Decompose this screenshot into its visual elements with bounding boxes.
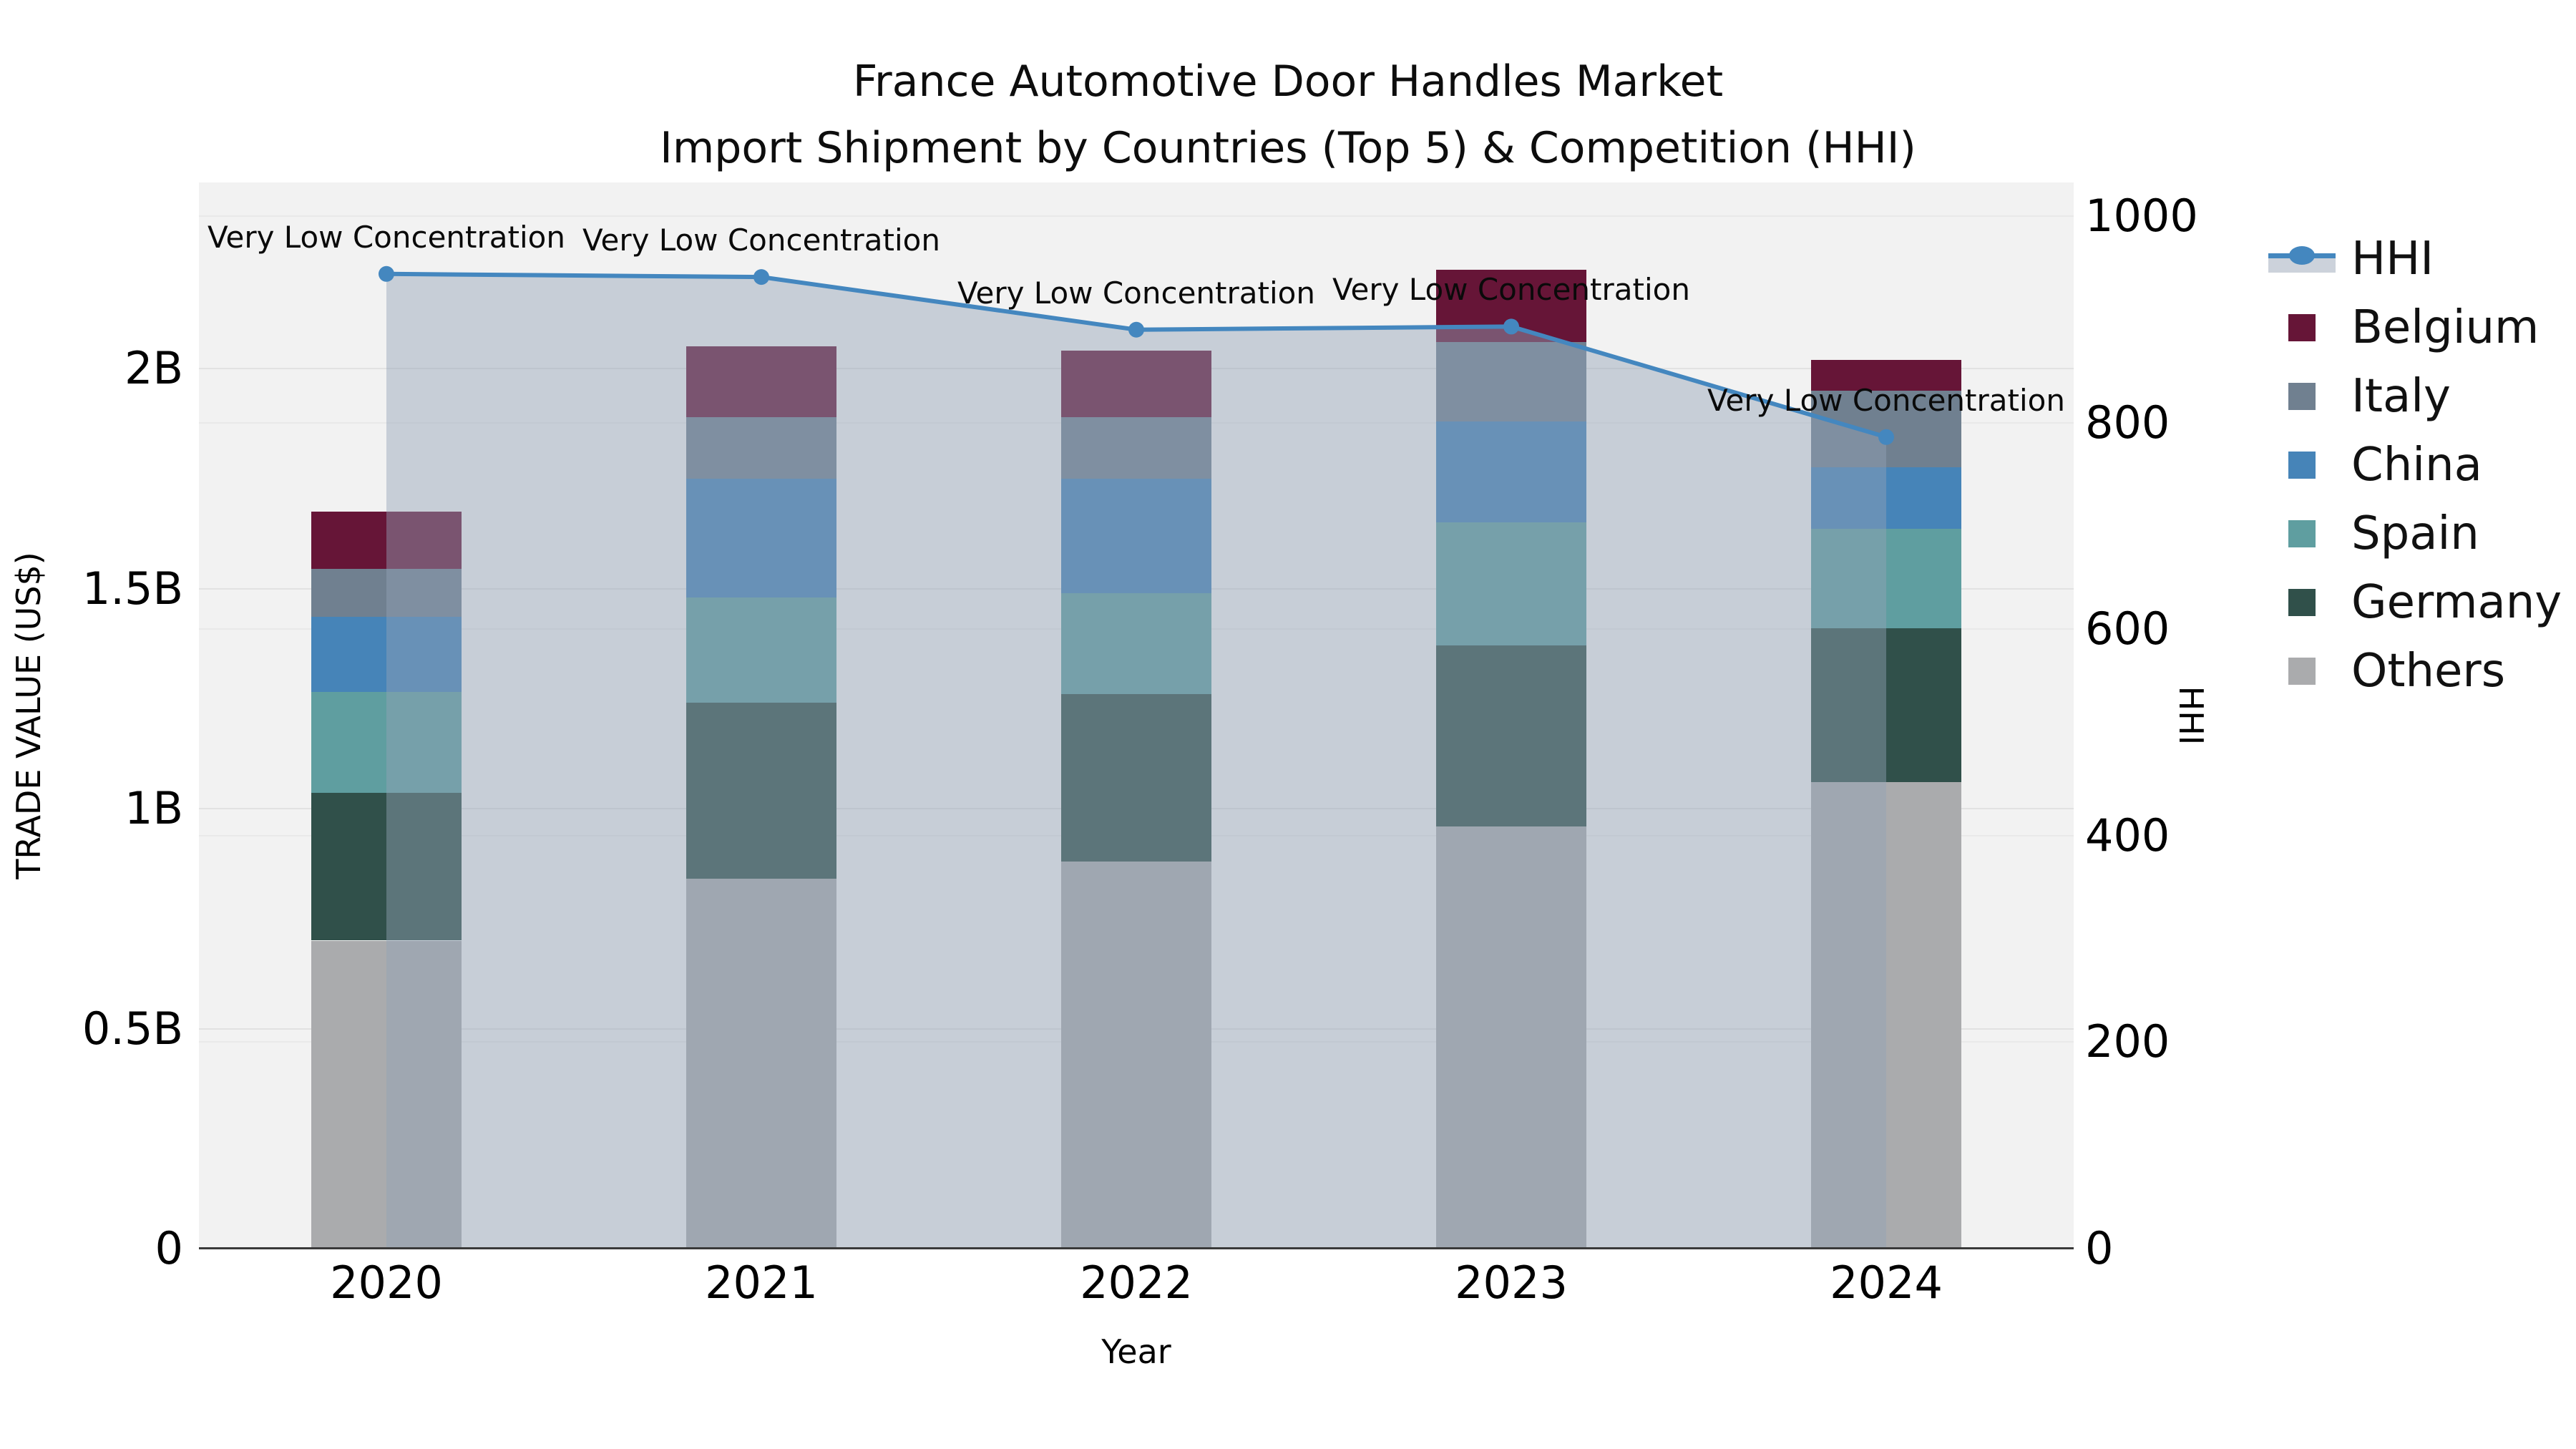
bar-segment-belgium-2020: [311, 511, 462, 569]
tick-trade-2B: 2B: [125, 342, 183, 394]
bar-segment-germany-2024: [1811, 628, 1961, 783]
legend-label-germany: Germany: [2351, 576, 2562, 629]
legend-item-china: China: [2268, 431, 2562, 499]
legend-swatch-spain: [2288, 520, 2316, 547]
chart-subtitle: Import Shipment by Countries (Top 5) & C…: [660, 123, 1916, 173]
color-swatch-icon: [2268, 658, 2336, 685]
plot-area: Very Low Concentration Very Low Concentra…: [199, 182, 2074, 1249]
hhi-marker-2022: [1128, 321, 1144, 338]
x-axis-line: [199, 1247, 2074, 1249]
hhi-overlay: [379, 265, 1894, 1249]
tick-year-2021: 2021: [705, 1257, 818, 1309]
bar-segment-china-2023: [1436, 421, 1586, 523]
legend: HHI Belgium Italy China Spain Germany Others: [2268, 225, 2562, 706]
hhi-area-fill: [386, 273, 1886, 1249]
bar-segment-others-2024: [1811, 782, 1961, 1249]
hhi-marker-2020: [379, 265, 394, 282]
tick-trade-0: 0: [155, 1222, 183, 1274]
bar-segment-china-2022: [1061, 478, 1211, 593]
legend-item-spain: Spain: [2268, 499, 2562, 568]
bar-segment-others-2020: [311, 940, 462, 1249]
legend-label-belgium: Belgium: [2351, 301, 2540, 354]
legend-label-spain: Spain: [2351, 507, 2479, 560]
bar-segment-germany-2020: [311, 793, 462, 941]
tick-trade-0.5B: 0.5B: [82, 1002, 183, 1055]
tick-hhi-1000: 1000: [2085, 190, 2198, 242]
tick-year-2022: 2022: [1080, 1257, 1193, 1309]
bar-segment-belgium-2022: [1061, 351, 1211, 417]
tick-year-2020: 2020: [330, 1257, 443, 1309]
hhi-sample-glyph: [2268, 243, 2336, 275]
bar-segment-belgium-2024: [1811, 359, 1961, 391]
tick-hhi-200: 200: [2085, 1015, 2170, 1068]
y2-axis-title: HHI: [2172, 686, 2210, 746]
bar-segment-spain-2022: [1061, 592, 1211, 695]
bar-segment-belgium-2021: [686, 346, 836, 417]
bar-segment-italy-2020: [311, 568, 462, 618]
legend-swatch-italy: [2288, 383, 2316, 410]
bar-segment-germany-2023: [1436, 645, 1586, 826]
bar-segment-china-2021: [686, 478, 836, 597]
annotation-2024: Very Low Concentration: [1707, 382, 2065, 418]
color-swatch-icon: [2268, 314, 2336, 341]
hhi-marker-sample: [2289, 246, 2315, 265]
bar-segment-italy-2021: [686, 416, 836, 479]
bar-segment-germany-2021: [686, 703, 836, 879]
bar-segment-spain-2023: [1436, 522, 1586, 646]
chart-title-block: France Automotive Door Handles Market Im…: [0, 49, 2576, 182]
legend-label-italy: Italy: [2351, 370, 2451, 423]
bar-segment-italy-2023: [1436, 342, 1586, 421]
bar-segment-others-2022: [1061, 861, 1211, 1249]
legend-label-others: Others: [2351, 645, 2506, 698]
tick-trade-1.5B: 1.5B: [82, 562, 183, 615]
legend-label-hhi: HHI: [2351, 233, 2434, 286]
bar-segment-italy-2022: [1061, 416, 1211, 479]
tick-year-2023: 2023: [1455, 1257, 1568, 1309]
legend-swatch-belgium: [2288, 314, 2316, 341]
bar-segment-spain-2024: [1811, 529, 1961, 628]
legend-item-others: Others: [2268, 637, 2562, 706]
x-axis-title: Year: [1101, 1332, 1171, 1371]
tick-hhi-0: 0: [2085, 1222, 2114, 1274]
bar-segment-spain-2021: [686, 597, 836, 703]
tick-hhi-600: 600: [2085, 602, 2170, 655]
bar-segment-germany-2022: [1061, 694, 1211, 862]
color-swatch-icon: [2268, 383, 2336, 410]
annotation-2020: Very Low Concentration: [208, 219, 565, 255]
legend-item-germany: Germany: [2268, 568, 2562, 637]
bar-segment-italy-2024: [1811, 390, 1961, 468]
annotation-2021: Very Low Concentration: [582, 223, 940, 258]
legend-swatch-others: [2288, 658, 2316, 685]
bar-segment-others-2023: [1436, 826, 1586, 1249]
gridline-hhi-1000: [199, 215, 2074, 217]
chart-title: France Automotive Door Handles Market: [852, 57, 1724, 107]
tick-hhi-400: 400: [2085, 809, 2170, 862]
annotation-2023: Very Low Concentration: [1332, 272, 1690, 308]
bar-segment-china-2020: [311, 617, 462, 693]
color-swatch-icon: [2268, 520, 2336, 547]
hhi-marker-2023: [1503, 318, 1519, 335]
tick-hhi-800: 800: [2085, 396, 2170, 449]
legend-item-italy: Italy: [2268, 362, 2562, 431]
legend-swatch-germany: [2288, 589, 2316, 616]
bar-segment-spain-2020: [311, 692, 462, 794]
tick-trade-1B: 1B: [125, 782, 183, 834]
annotation-2022: Very Low Concentration: [957, 275, 1315, 311]
legend-swatch-china: [2288, 452, 2316, 479]
bar-segment-china-2024: [1811, 467, 1961, 530]
color-swatch-icon: [2268, 589, 2336, 616]
tick-year-2024: 2024: [1830, 1257, 1943, 1309]
bar-segment-others-2021: [686, 879, 836, 1249]
legend-label-china: China: [2351, 439, 2482, 492]
hhi-marker-2024: [1878, 429, 1894, 445]
hhi-marker-2021: [753, 269, 769, 286]
legend-item-hhi: HHI: [2268, 225, 2562, 293]
legend-item-belgium: Belgium: [2268, 293, 2562, 362]
color-swatch-icon: [2268, 452, 2336, 479]
hhi-line-legend-icon: [2268, 243, 2336, 275]
